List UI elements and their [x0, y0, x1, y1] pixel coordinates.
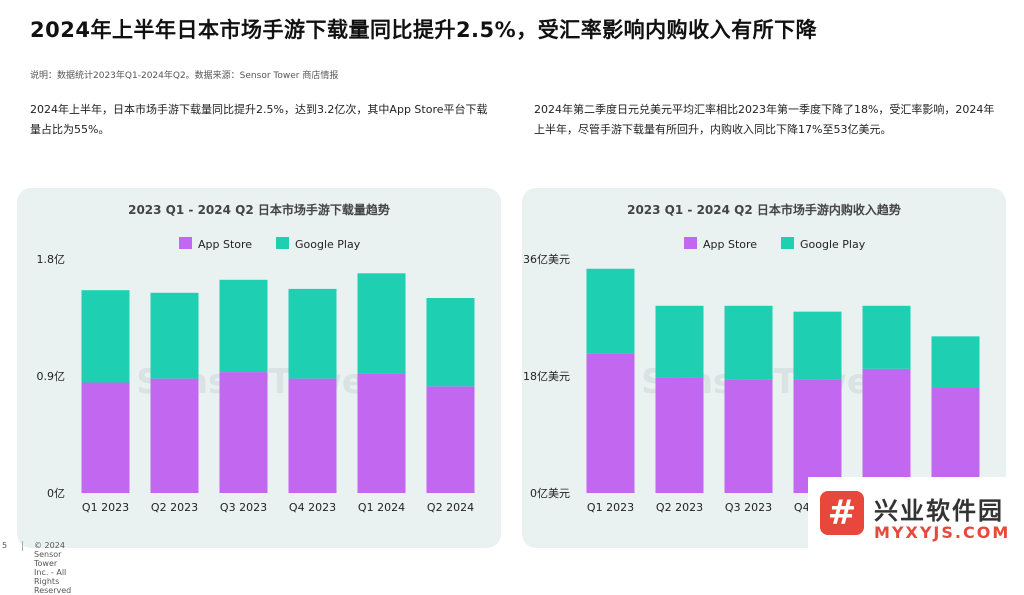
y-tick-label: 1.8亿	[37, 253, 66, 266]
footer-divider	[22, 541, 23, 551]
legend-label-1: Google Play	[295, 238, 361, 251]
bar-google-play	[862, 305, 911, 369]
page-title: 2024年上半年日本市场手游下载量同比提升2.5%，受汇率影响内购收入有所下降	[30, 18, 818, 42]
bar-app-store	[150, 378, 199, 493]
bar-app-store	[288, 378, 337, 493]
site-logo-icon: #	[820, 491, 864, 535]
copyright: © 2024 Sensor Tower Inc. - All Rights Re…	[34, 541, 72, 595]
legend-label-1: Google Play	[800, 238, 866, 251]
x-tick-label: Q1 2024	[358, 501, 405, 514]
y-tick-label: 0.9亿	[37, 370, 66, 383]
chart-title: 2023 Q1 - 2024 Q2 日本市场手游内购收入趋势	[627, 202, 901, 217]
bar-app-store	[931, 387, 980, 493]
y-tick-label: 0亿美元	[530, 487, 570, 500]
legend-label-0: App Store	[198, 238, 252, 251]
bar-google-play	[288, 288, 337, 379]
legend-swatch-0	[684, 237, 697, 249]
bar-app-store	[586, 353, 635, 493]
x-tick-label: Q2 2024	[427, 501, 474, 514]
bar-google-play	[724, 305, 773, 380]
bar-google-play	[150, 292, 199, 379]
x-tick-label: Q3 2023	[725, 501, 772, 514]
bar-google-play	[655, 305, 704, 378]
site-name: 兴业软件园	[874, 497, 1004, 525]
x-tick-label: Q2 2023	[151, 501, 198, 514]
legend-label-0: App Store	[703, 238, 757, 251]
x-tick-label: Q2 2023	[656, 501, 703, 514]
downloads-chart-card: SensorTower2023 Q1 - 2024 Q2 日本市场手游下载量趋势…	[17, 188, 501, 548]
bar-app-store	[81, 382, 130, 493]
downloads-chart: SensorTower2023 Q1 - 2024 Q2 日本市场手游下载量趋势…	[37, 202, 475, 514]
bar-app-store	[219, 372, 268, 493]
x-tick-label: Q1 2023	[82, 501, 129, 514]
y-tick-label: 36亿美元	[523, 253, 570, 266]
revenue-chart-card: SensorTower2023 Q1 - 2024 Q2 日本市场手游内购收入趋…	[522, 188, 1006, 548]
page-number: 5	[2, 541, 8, 550]
legend-swatch-1	[781, 237, 794, 249]
bar-google-play	[426, 298, 475, 387]
legend-swatch-0	[179, 237, 192, 249]
x-tick-label: Q4 2023	[289, 501, 336, 514]
site-url: MYXYJS.COM	[874, 523, 1011, 542]
y-tick-label: 0亿	[47, 487, 65, 500]
bar-app-store	[655, 377, 704, 493]
revenue-chart: SensorTower2023 Q1 - 2024 Q2 日本市场手游内购收入趋…	[523, 202, 980, 514]
summary-revenue: 2024年第二季度日元兑美元平均汇率相比2023年第一季度下降了18%，受汇率影…	[534, 103, 995, 136]
bar-app-store	[862, 368, 911, 493]
bar-google-play	[357, 273, 406, 374]
bar-google-play	[219, 279, 268, 373]
bar-google-play	[931, 336, 980, 388]
legend-swatch-1	[276, 237, 289, 249]
y-tick-label: 18亿美元	[523, 370, 570, 383]
site-badge[interactable]: # 兴业软件园 MYXYJS.COM	[808, 477, 1024, 553]
x-tick-label: Q3 2023	[220, 501, 267, 514]
bar-app-store	[357, 373, 406, 493]
bar-google-play	[81, 290, 130, 383]
bar-google-play	[793, 311, 842, 380]
summary-downloads: 2024年上半年，日本市场手游下载量同比提升2.5%，达到3.2亿次，其中App…	[30, 103, 488, 136]
bar-google-play	[586, 268, 635, 354]
bar-app-store	[793, 379, 842, 493]
bar-app-store	[426, 386, 475, 493]
x-tick-label: Q1 2023	[587, 501, 634, 514]
bar-app-store	[724, 379, 773, 493]
chart-title: 2023 Q1 - 2024 Q2 日本市场手游下载量趋势	[128, 202, 390, 217]
source-note: 说明：数据统计2023年Q1-2024年Q2。数据来源：Sensor Tower…	[30, 71, 339, 81]
